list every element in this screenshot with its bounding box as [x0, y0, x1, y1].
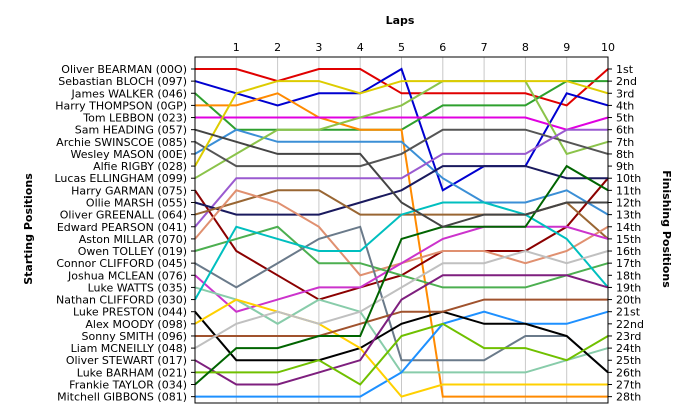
finish-label: 3rd	[616, 87, 634, 100]
series-line-15	[194, 225, 609, 289]
lap-tick-label: 9	[563, 41, 570, 54]
series-line-5	[195, 116, 609, 131]
lap-tick-label: 5	[398, 41, 405, 54]
series-line-9	[194, 80, 609, 167]
finish-label: 21st	[616, 306, 641, 319]
start-label: Oliver GREENALL (064)	[60, 209, 187, 222]
finish-label: 26th	[616, 366, 641, 379]
finish-label: 23rd	[616, 330, 641, 343]
finish-label: 5th	[616, 112, 634, 125]
lap-tick-label: 3	[315, 41, 322, 54]
start-label: Oliver STEWART (017)	[66, 354, 187, 367]
lap-tick-label: 10	[601, 41, 615, 54]
start-label: Oliver BEARMAN (00O)	[61, 63, 187, 76]
finish-label: 15th	[616, 233, 641, 246]
series-line-2	[194, 67, 609, 192]
start-label: Luke BARHAM (021)	[77, 366, 187, 379]
finish-label: 7th	[616, 136, 634, 149]
start-label: Mitchell GIBBONS (081)	[57, 391, 187, 404]
finish-label: 24th	[616, 342, 641, 355]
finish-label: 18th	[616, 269, 641, 282]
lap-tick-label: 2	[274, 41, 281, 54]
series-line-7	[194, 80, 609, 180]
start-label: Alfie RIGBY (028)	[93, 160, 187, 173]
finish-label: 12th	[616, 196, 641, 209]
series-line-21	[194, 310, 609, 374]
y-axis-title-right: Finishing Positions	[660, 170, 673, 288]
finish-label: 20th	[616, 294, 641, 307]
series-line-24	[194, 249, 609, 349]
lap-tick-label: 4	[357, 41, 364, 54]
start-label: Sam HEADING (057)	[75, 124, 187, 137]
start-label: Sonny SMITH (096)	[82, 330, 187, 343]
start-label: Ollie MARSH (055)	[86, 196, 187, 209]
series-line-27	[194, 164, 609, 386]
finish-label: 17th	[616, 257, 641, 270]
start-label: Lucas ELLINGHAM (099)	[55, 172, 188, 185]
series-line-16	[194, 225, 609, 374]
series-line-19	[195, 310, 609, 398]
start-label: Liam MCNEILLY (048)	[71, 342, 187, 355]
lap-tick-label: 6	[439, 41, 446, 54]
lap-tick-labels: 1 2 3 4 5 6 7 8 9 10	[233, 41, 615, 54]
start-label: Aston MILLAR (070)	[79, 233, 187, 246]
finish-label: 25th	[616, 354, 641, 367]
finish-label: 22nd	[616, 318, 644, 331]
series-line-20	[194, 201, 609, 301]
starting-position-labels: Oliver BEARMAN (00O)Sebastian BLOCH (097…	[55, 63, 188, 404]
series-line-4	[195, 92, 608, 398]
finish-label: 19th	[616, 281, 641, 294]
finish-label: 8th	[616, 148, 634, 161]
grid	[191, 57, 612, 403]
finish-label: 28th	[616, 391, 641, 404]
series-line-8	[194, 128, 609, 168]
y-axis-title-left: Starting Positions	[22, 173, 35, 285]
x-axis-title: Laps	[386, 14, 415, 27]
start-label: Alex MOODY (098)	[85, 318, 187, 331]
series-lines	[194, 67, 609, 398]
start-label: Luke PRESTON (044)	[73, 306, 187, 319]
finish-label: 4th	[616, 99, 634, 112]
series-line-10	[194, 128, 608, 228]
finish-label: 2nd	[616, 75, 637, 88]
finish-label: 11th	[616, 184, 641, 197]
finish-label: 27th	[616, 379, 641, 392]
lap-tick-label: 8	[522, 41, 529, 54]
plot-frame	[194, 56, 609, 404]
series-line-17	[194, 225, 609, 313]
finishing-position-labels: 1st2nd3rd4th5th6th7th8th9th10th11th12th1…	[616, 63, 644, 404]
series-line-23	[195, 298, 608, 337]
series-line-26	[195, 322, 609, 386]
lap-tick-label: 1	[233, 41, 240, 54]
finish-label: 10th	[616, 172, 641, 185]
start-label: Owen TOLLEY (019)	[78, 245, 187, 258]
start-label: Tom LEBBON (023)	[82, 112, 187, 125]
finish-label: 9th	[616, 160, 634, 173]
series-line-25	[194, 274, 609, 386]
lap-tick-label: 7	[481, 41, 488, 54]
start-label: Harry THOMPSON (0GP)	[55, 99, 187, 112]
start-label: Luke WATTS (035)	[88, 281, 187, 294]
start-label: Frankie TAYLOR (034)	[69, 379, 187, 392]
start-label: Nathan CLIFFORD (030)	[56, 294, 187, 307]
start-label: Sebastian BLOCH (097)	[58, 75, 187, 88]
start-label: James WALKER (046)	[70, 87, 187, 100]
start-label: Archie SWINSCOE (085)	[56, 136, 187, 149]
series-line-22	[194, 298, 608, 398]
finish-label: 13th	[616, 209, 641, 222]
start-label: Harry GARMAN (075)	[71, 184, 187, 197]
finish-label: 1st	[616, 63, 634, 76]
start-label: Joshua MCLEAN (076)	[67, 269, 187, 282]
start-label: Wesley MASON (00E)	[71, 148, 187, 161]
series-line-28	[194, 128, 608, 228]
series-line-12	[194, 165, 608, 216]
finish-label: 6th	[616, 124, 634, 137]
start-label: Connor CLIFFORD (045)	[56, 257, 187, 270]
finish-label: 14th	[616, 221, 641, 234]
finish-label: 16th	[616, 245, 641, 258]
start-label: Edward PEARSON (041)	[57, 221, 187, 234]
